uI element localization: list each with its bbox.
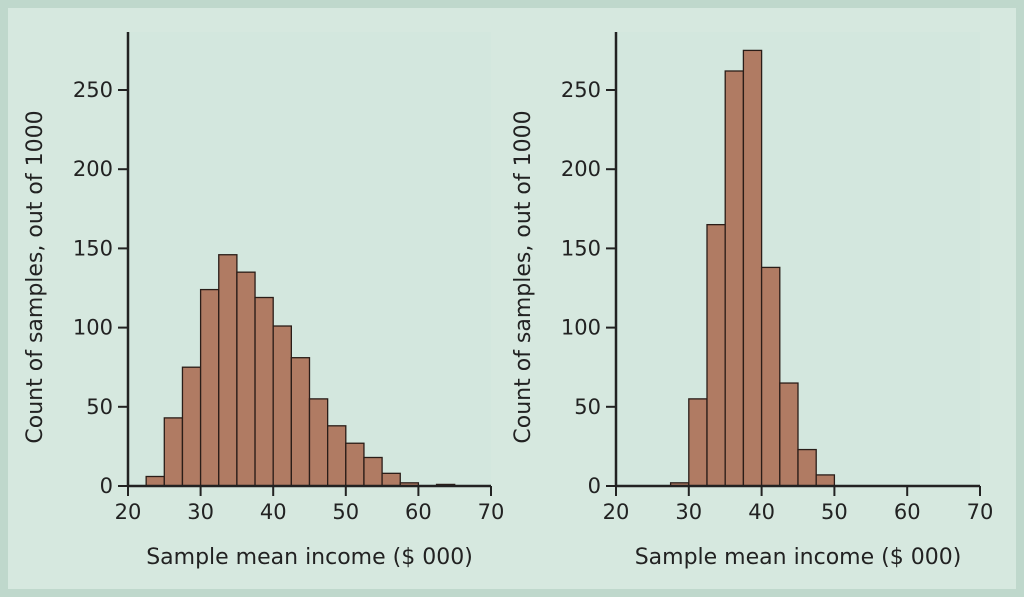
left-histogram-bar xyxy=(236,271,256,487)
left-histogram-bar xyxy=(163,417,184,487)
left-histogram-bar xyxy=(326,425,347,487)
left-x-tick-label: 60 xyxy=(405,500,432,524)
left-x-tick-label: 30 xyxy=(187,500,214,524)
right-x-tick-label: 50 xyxy=(821,500,848,524)
left-histogram-bar xyxy=(218,254,238,487)
right-y-tick-label: 100 xyxy=(561,316,601,340)
right-y-tick-label: 250 xyxy=(561,78,601,102)
right-y-tick-label: 150 xyxy=(561,236,601,260)
right-x-tick-label: 40 xyxy=(748,500,775,524)
right-histogram-bar xyxy=(760,266,781,487)
right-histogram-bar xyxy=(797,448,817,487)
left-histogram-bar xyxy=(290,357,311,487)
left-y-tick-label: 250 xyxy=(73,78,113,102)
right-histogram-bar xyxy=(688,398,708,487)
right-y-tick-label: 50 xyxy=(574,395,601,419)
left-x-tick-label: 70 xyxy=(478,500,505,524)
left-histogram-bar xyxy=(254,296,274,487)
right-y-axis-label: Count of samples, out of 1000 xyxy=(511,110,536,443)
left-x-tick-label: 20 xyxy=(115,500,142,524)
right-histogram-bar xyxy=(742,49,763,487)
right-histogram-bar xyxy=(779,382,799,487)
right-x-tick-label: 30 xyxy=(675,500,702,524)
right-histogram-bar xyxy=(706,223,726,487)
right-x-tick-label: 60 xyxy=(894,500,921,524)
right-x-tick-label: 20 xyxy=(603,500,630,524)
left-histogram-bar xyxy=(272,325,293,487)
right-histogram-bar xyxy=(724,70,745,487)
left-x-tick-label: 40 xyxy=(260,500,287,524)
left-histogram-bar xyxy=(308,398,329,487)
left-y-tick-label: 150 xyxy=(73,236,113,260)
left-y-tick-label: 200 xyxy=(73,157,113,181)
left-y-tick-label: 100 xyxy=(73,316,113,340)
left-y-tick-label: 0 xyxy=(100,474,113,498)
right-y-tick-label: 0 xyxy=(588,474,601,498)
left-y-axis-label: Count of samples, out of 1000 xyxy=(23,110,48,443)
left-histogram-bar xyxy=(345,442,365,487)
left-histogram-bar xyxy=(363,456,383,487)
right-x-axis-label: Sample mean income ($ 000) xyxy=(635,545,962,570)
left-histogram-bar xyxy=(145,475,165,487)
left-x-axis-label: Sample mean income ($ 000) xyxy=(146,545,473,570)
right-y-tick-label: 200 xyxy=(561,157,601,181)
left-histogram-bar xyxy=(181,366,202,487)
left-x-tick-label: 50 xyxy=(332,500,359,524)
left-histogram-bar xyxy=(381,472,401,487)
right-x-tick-label: 70 xyxy=(967,500,994,524)
left-histogram-bar xyxy=(199,288,220,487)
right-histogram-bar xyxy=(815,474,836,487)
left-y-tick-label: 50 xyxy=(86,395,113,419)
